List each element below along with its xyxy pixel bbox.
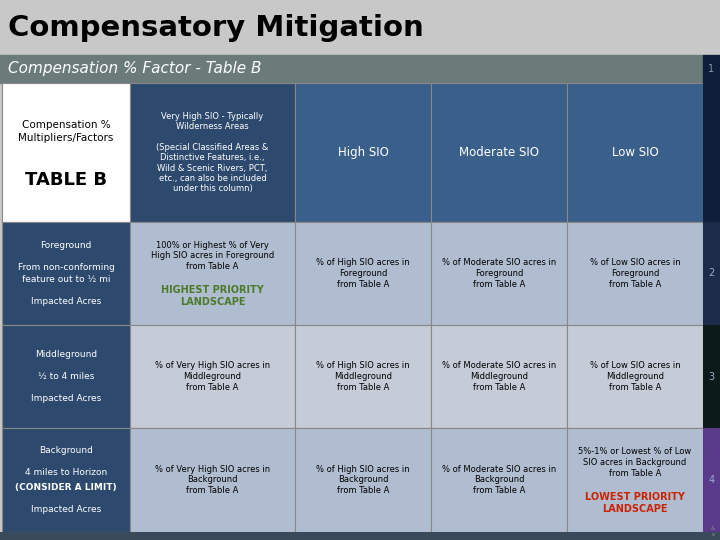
- Text: % of Low SIO acres in
Middleground
from Table A: % of Low SIO acres in Middleground from …: [590, 361, 680, 392]
- Bar: [2, 325, 130, 428]
- Bar: [431, 428, 567, 532]
- Bar: [703, 325, 720, 428]
- Bar: [2, 83, 130, 222]
- Text: 100% or Highest % of Very
High SIO acres in Foreground
from Table A: 100% or Highest % of Very High SIO acres…: [151, 241, 274, 271]
- Text: Middleground

½ to 4 miles

Impacted Acres: Middleground ½ to 4 miles Impacted Acres: [31, 350, 101, 403]
- Text: Impacted Acres: Impacted Acres: [31, 504, 101, 514]
- Bar: [0, 532, 720, 540]
- Text: % of Very High SIO acres in
Middleground
from Table A: % of Very High SIO acres in Middleground…: [155, 361, 270, 392]
- Bar: [431, 222, 567, 325]
- Text: LOWEST PRIORITY
LANDSCAPE: LOWEST PRIORITY LANDSCAPE: [585, 492, 685, 514]
- Bar: [567, 428, 703, 532]
- Text: Background: Background: [39, 447, 93, 455]
- Text: Compensation %
Multipliers/Factors: Compensation % Multipliers/Factors: [18, 120, 114, 143]
- Bar: [431, 325, 567, 428]
- Text: % of High SIO acres in
Middleground
from Table A: % of High SIO acres in Middleground from…: [316, 361, 410, 392]
- Bar: [567, 83, 703, 222]
- Text: % of High SIO acres in
Background
from Table A: % of High SIO acres in Background from T…: [316, 465, 410, 495]
- Bar: [295, 83, 431, 222]
- Bar: [130, 83, 295, 222]
- Text: TABLE B: TABLE B: [25, 171, 107, 190]
- Text: 4 miles to Horizon: 4 miles to Horizon: [25, 468, 107, 477]
- Text: Low SIO: Low SIO: [611, 146, 658, 159]
- Text: Foreground

From non-conforming
feature out to ½ mi

Impacted Acres: Foreground From non-conforming feature o…: [17, 241, 114, 306]
- Bar: [567, 222, 703, 325]
- Bar: [295, 428, 431, 532]
- Text: (CONSIDER A LIMIT): (CONSIDER A LIMIT): [15, 483, 117, 492]
- Text: &
e: & e: [711, 526, 715, 537]
- Bar: [431, 83, 567, 222]
- Text: Very High SIO - Typically
Wilderness Areas

(Special Classified Areas &
Distinct: Very High SIO - Typically Wilderness Are…: [156, 112, 269, 193]
- Text: 2: 2: [708, 268, 715, 279]
- Text: Compensation % Factor - Table B: Compensation % Factor - Table B: [8, 62, 261, 77]
- Text: Moderate SIO: Moderate SIO: [459, 146, 539, 159]
- Text: % of Moderate SIO acres in
Foreground
from Table A: % of Moderate SIO acres in Foreground fr…: [442, 258, 556, 289]
- Text: Compensatory Mitigation: Compensatory Mitigation: [8, 14, 424, 42]
- Bar: [295, 222, 431, 325]
- Text: 4: 4: [708, 475, 714, 485]
- Bar: [703, 222, 720, 325]
- Text: % of Very High SIO acres in
Background
from Table A: % of Very High SIO acres in Background f…: [155, 465, 270, 495]
- Bar: [130, 325, 295, 428]
- Bar: [703, 55, 720, 83]
- Text: % of Low SIO acres in
Foreground
from Table A: % of Low SIO acres in Foreground from Ta…: [590, 258, 680, 289]
- Bar: [0, 55, 703, 83]
- Bar: [2, 428, 130, 532]
- Text: 3: 3: [708, 372, 714, 381]
- Text: HIGHEST PRIORITY
LANDSCAPE: HIGHEST PRIORITY LANDSCAPE: [161, 285, 264, 307]
- Text: 5%-1% or Lowest % of Low
SIO acres in Background
from Table A: 5%-1% or Lowest % of Low SIO acres in Ba…: [578, 447, 692, 477]
- Bar: [130, 222, 295, 325]
- Text: 1: 1: [708, 64, 714, 74]
- Bar: [703, 428, 720, 532]
- Bar: [567, 325, 703, 428]
- Text: % of Moderate SIO acres in
Middleground
from Table A: % of Moderate SIO acres in Middleground …: [442, 361, 556, 392]
- Text: % of High SIO acres in
Foreground
from Table A: % of High SIO acres in Foreground from T…: [316, 258, 410, 289]
- Bar: [2, 222, 130, 325]
- Bar: [130, 428, 295, 532]
- Bar: [703, 83, 720, 222]
- Text: High SIO: High SIO: [338, 146, 388, 159]
- Bar: [295, 325, 431, 428]
- Text: % of Moderate SIO acres in
Background
from Table A: % of Moderate SIO acres in Background fr…: [442, 465, 556, 495]
